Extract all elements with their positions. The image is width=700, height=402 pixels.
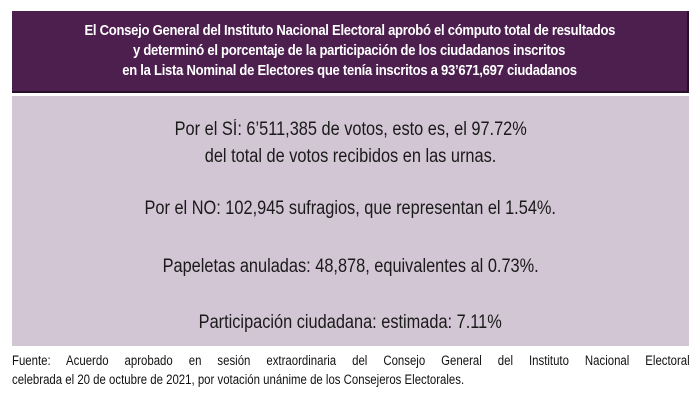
source-footnote: Fuente: Acuerdo aprobado en sesión extra… [12,351,690,389]
results-panel: Por el SÍ: 6’511,385 de votos, esto es, … [12,96,689,346]
header-line-2: y determinó el porcentaje de la particip… [133,43,566,59]
header-banner: El Consejo General del Instituto Naciona… [12,11,689,93]
stat-no: Por el NO: 102,945 sufragios, que repres… [144,198,557,219]
stat-participacion: Participación ciudadana: estimada: 7.11% [198,312,503,333]
footnote-line-1: Fuente: Acuerdo aprobado en sesión extra… [12,353,690,368]
stat-anuladas: Papeletas anuladas: 48,878, equivalentes… [162,256,539,277]
stat-si-line-2: del total de votos recibidos en las urna… [204,146,497,167]
header-line-1: El Consejo General del Instituto Naciona… [84,23,615,39]
stat-si-line-1: Por el SÍ: 6’511,385 de votos, esto es, … [174,119,527,140]
header-line-3: en la Lista Nominal de Electores que ten… [122,63,577,79]
footnote-line-2: celebrada el 20 de octubre de 2021, por … [12,372,465,387]
